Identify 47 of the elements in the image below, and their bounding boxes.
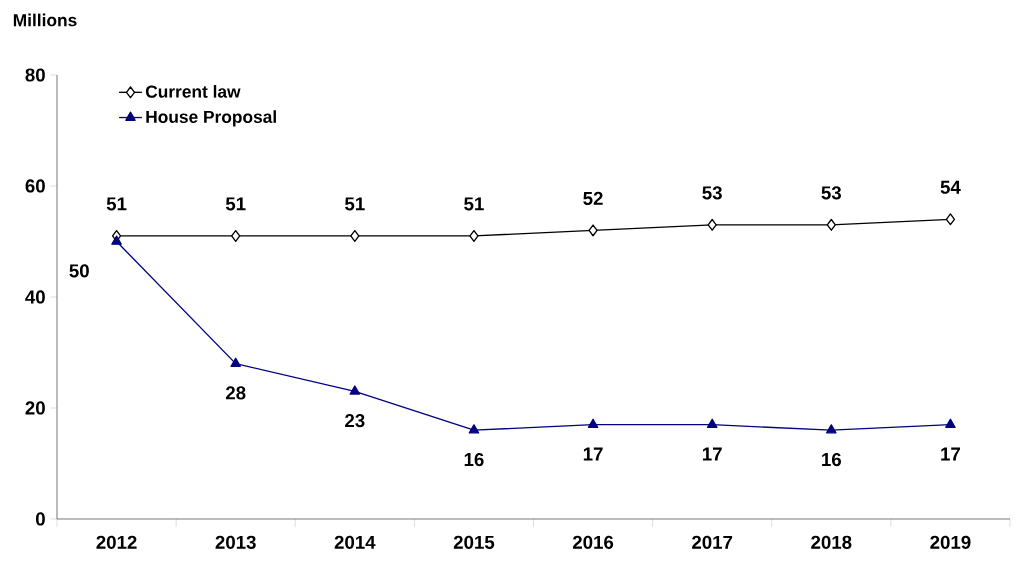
point [588,224,598,237]
x-tick-label: 2014 [334,535,376,549]
point [945,213,956,226]
y-tick-label: 60 [25,179,45,193]
x-tick-label: 2013 [215,535,256,549]
point [111,235,122,245]
x-tick-label: 2019 [930,535,971,549]
y-tick-label: 80 [25,68,45,82]
legend-label: Current law [145,85,241,98]
data-label: 17 [941,447,960,461]
x-tick-label: 2018 [811,535,852,549]
point [469,229,479,242]
data-label: 16 [822,452,841,467]
point [826,424,837,434]
data-label: 23 [345,414,365,428]
y-tick-label: 20 [25,401,45,415]
data-label: 17 [702,447,722,461]
legend-label: House Proposal [146,110,276,127]
data-label: 51 [106,197,127,211]
data-label: 50 [69,264,89,278]
data-label: 53 [702,186,722,200]
point [826,218,836,231]
point [707,218,717,231]
point [587,418,599,428]
x-tick-label: 2017 [692,535,733,549]
y-tick-label: 0 [35,512,45,526]
data-label: 51 [345,197,365,211]
data-label: 16 [464,452,484,467]
data-label: 28 [225,386,246,400]
data-label: 51 [464,197,484,211]
point [231,229,241,242]
data-label: 53 [821,186,841,200]
point [945,418,956,428]
x-tick-label: 2015 [453,535,495,549]
point [349,385,361,395]
point [230,357,241,367]
data-label: 17 [583,447,603,461]
y-axis-title: Millions [13,13,77,27]
data-label: 54 [940,180,961,194]
y-tick-label: 40 [25,290,45,304]
point [468,424,480,434]
x-tick-label: 2016 [572,535,614,549]
x-tick-label: 2012 [96,535,137,549]
data-label: 52 [583,191,603,206]
data-label: 51 [225,197,246,211]
point [350,229,360,242]
point [706,418,718,428]
